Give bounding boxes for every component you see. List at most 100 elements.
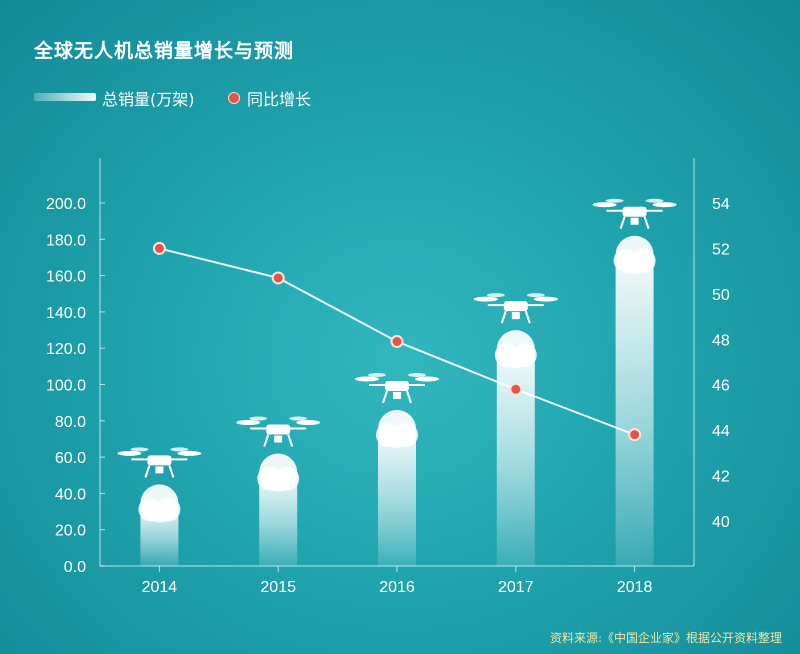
growth-point	[390, 335, 404, 349]
bar	[496, 349, 535, 566]
left-axis-ticks: 0.0 20.0 40.0 60.0 80.0 100.0 120.0 140.0 160.0 1…	[46, 196, 105, 576]
drone-leg	[168, 465, 175, 478]
drone-body	[622, 206, 647, 217]
bar-group	[376, 409, 418, 566]
left-tick-label: 40.0	[55, 486, 86, 503]
right-axis-ticks: 40 42 44 46 48 50 52 54	[712, 196, 730, 531]
source-note: 资料来源:《中国企业家》根据公开资料整理	[549, 631, 782, 645]
x-tick-label: 2017	[498, 579, 534, 596]
bar-cloud-left	[257, 466, 282, 491]
bar-group	[138, 484, 181, 566]
right-tick-label: 44	[712, 423, 730, 440]
bar-cloud-left	[138, 497, 163, 522]
drone-rotor	[130, 447, 149, 452]
drone-rotor	[415, 376, 439, 382]
bar	[615, 254, 654, 566]
drone-leg	[524, 310, 531, 324]
legend-dot-swatch	[228, 92, 240, 104]
drone-rotor	[605, 198, 624, 203]
left-tick-label: 100.0	[46, 378, 86, 395]
drone-rotor	[296, 420, 321, 426]
drone-camera	[511, 312, 520, 320]
drone-rotor	[592, 202, 617, 208]
drone-camera	[630, 217, 639, 225]
drone-rotor	[526, 293, 545, 298]
drone-rotor	[652, 202, 677, 208]
right-tick-label: 42	[712, 469, 730, 486]
right-tick-label: 48	[712, 332, 730, 349]
drone-body	[503, 301, 528, 312]
legend-dot-label: 同比增长	[247, 90, 312, 109]
left-tick-label: 200.0	[46, 196, 86, 213]
drone-leg	[263, 434, 270, 447]
growth-point	[628, 428, 642, 442]
growth-point	[271, 271, 285, 285]
drone-leg	[406, 390, 412, 404]
drone-rotor	[289, 416, 308, 421]
drone-rotor	[368, 372, 386, 377]
x-tick-label: 2015	[260, 579, 296, 596]
drone-body	[385, 380, 409, 391]
drone-rotor	[355, 376, 379, 382]
left-tick-label: 0.0	[64, 559, 86, 576]
drone-rotor	[249, 416, 268, 421]
bar	[378, 428, 416, 566]
drone-icon	[592, 198, 677, 230]
bar-cloud-right	[394, 422, 418, 447]
bar-cloud-left	[376, 422, 400, 447]
drone-rotor	[408, 372, 426, 377]
bar-group	[257, 453, 300, 566]
bars	[138, 235, 656, 566]
drone-rotor	[177, 450, 202, 456]
growth-point	[509, 382, 523, 396]
drone-rotor	[117, 450, 142, 456]
bar-cloud-left	[613, 248, 638, 273]
drone-icons	[117, 198, 677, 478]
drone-icon	[117, 447, 202, 478]
right-tick-label: 54	[712, 196, 730, 213]
chart-title: 全球无人机总销量增长与预测	[34, 40, 295, 62]
growth-line	[152, 241, 642, 442]
growth-point	[152, 241, 166, 255]
left-tick-label: 20.0	[55, 523, 86, 540]
bar-cloud-right	[275, 466, 300, 491]
bar-group	[494, 330, 537, 566]
right-tick-label: 46	[712, 378, 730, 395]
left-tick-label: 180.0	[46, 232, 86, 249]
legend-bar-swatch	[34, 93, 96, 101]
drone-leg	[643, 216, 650, 230]
left-tick-label: 120.0	[46, 341, 86, 358]
legend-bar-label: 总销量(万架)	[102, 90, 195, 109]
drone-rotor	[533, 296, 558, 302]
x-tick-label: 2018	[617, 579, 653, 596]
left-tick-label: 140.0	[46, 305, 86, 322]
drone-icon	[355, 372, 439, 404]
drone-body	[147, 455, 172, 466]
drone-icon	[236, 416, 321, 447]
drone-rotor	[486, 293, 505, 298]
bar-cloud-right	[512, 343, 537, 368]
right-tick-label: 50	[712, 287, 730, 304]
drone-camera	[274, 435, 283, 443]
drone-camera	[155, 466, 164, 474]
x-tick-label: 2014	[142, 579, 178, 596]
drone-rotor	[473, 296, 498, 302]
drone-leg	[619, 216, 626, 230]
bar-group	[613, 235, 656, 566]
drone-rotor	[170, 447, 189, 452]
right-tick-label: 40	[712, 514, 730, 531]
drone-leg	[500, 310, 507, 324]
bar-cloud-left	[494, 343, 519, 368]
drone-body	[266, 424, 291, 435]
left-tick-label: 60.0	[55, 450, 86, 467]
bar-cloud-right	[631, 248, 656, 273]
drone-rotor	[236, 420, 261, 426]
drone-rotor	[645, 198, 664, 203]
x-axis-ticks: 2014 2015 2016 2017 2018	[142, 566, 653, 596]
left-tick-label: 80.0	[55, 414, 86, 431]
drone-leg	[287, 434, 294, 447]
drone-icon	[473, 293, 558, 324]
right-tick-label: 52	[712, 241, 730, 258]
drone-leg	[144, 465, 151, 478]
